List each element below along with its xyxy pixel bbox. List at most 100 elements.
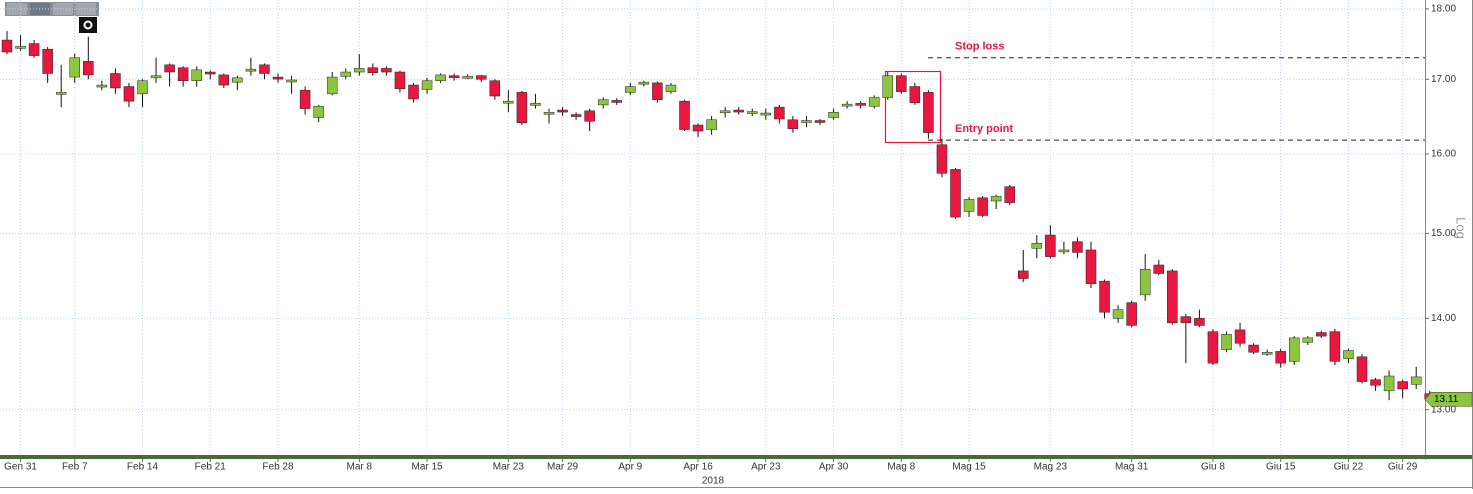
candle-body [652,82,663,100]
tool-move[interactable] [7,3,27,15]
candle-body [828,112,839,118]
candle-body [55,92,67,95]
candle-body [706,119,717,130]
candle-body [719,110,731,114]
candle-body [299,89,311,109]
candle-body [936,144,948,174]
candle-body [326,76,338,95]
x-tick-label: Giu 29 [1388,462,1418,473]
candle-body [1370,379,1381,386]
x-tick-label: Mag 23 [1034,462,1068,473]
candle-body [841,103,853,107]
x-tick-label: Feb 28 [262,462,294,473]
candle-body [83,61,94,76]
candle-body [570,114,582,117]
candle-body [1126,302,1137,326]
candle-body [1112,309,1124,319]
candle-body [597,99,609,106]
x-tick-label: Giu 22 [1334,462,1364,473]
candle-body [272,76,284,80]
candle-body [814,120,826,123]
candle-body [421,80,433,90]
x-tick-label: Mar 8 [347,462,373,473]
x-tick-label: Apr 30 [819,462,849,473]
candle-body [977,197,988,216]
x-tick-label: Gen 31 [4,462,37,473]
candle-body [516,92,528,124]
x-sublabel: 2018 [702,476,725,487]
y-tick-label: 18.00 [1431,4,1456,15]
candle-body [530,103,541,106]
x-tick-label: Mar 29 [547,462,579,473]
candle-body [638,81,650,85]
candle-body [1099,280,1110,313]
x-tick-label: Feb 21 [195,462,227,473]
y-tick-label: 15.00 [1431,228,1456,239]
candle-body [1018,270,1029,279]
y-tick-label: 16.00 [1431,149,1456,160]
candle-body [1329,331,1341,362]
x-tick-label: Apr 9 [618,462,642,473]
candle-body [557,109,568,113]
candle-body [96,84,108,88]
candle-body [1058,249,1070,253]
candle-body [218,74,230,86]
candle-body [543,112,555,115]
candle-body [1343,350,1354,359]
x-tick-label: Giu 8 [1201,462,1225,473]
candle-body [1167,270,1178,324]
candle-body [1180,316,1192,324]
candle-body [394,71,406,89]
candle-body [1031,243,1043,249]
candle-body [679,100,690,130]
candle-body [1207,331,1219,364]
x-tick-label: Mag 31 [1115,462,1149,473]
x-tick-label: Mar 23 [493,462,525,473]
annotation-label: Stop loss [955,41,1005,53]
x-axis-band [0,455,1473,459]
last-price-tag [1424,392,1473,407]
x-tick-label: Mar 15 [411,462,443,473]
candle-body [1194,318,1205,326]
candle-body [1248,344,1259,353]
candle-body [855,103,866,106]
candle-body [950,169,961,218]
candle-body [489,80,501,97]
x-tick-label: Feb 14 [127,462,159,473]
x-tick-label: Feb 7 [62,462,88,473]
candle-body [787,119,799,130]
candle-body [177,67,189,81]
candle-body [896,75,907,92]
candle-body [1383,375,1395,392]
settings-button[interactable] [79,17,97,33]
candle-body [15,46,26,49]
candle-body [1275,351,1286,364]
y-tick-label: 14.00 [1431,313,1456,324]
candle-body [611,100,622,103]
candle-body [760,112,772,116]
candle-body [733,109,744,113]
candle-body [150,75,162,79]
candle-body [191,69,202,81]
candle-body [665,84,677,92]
candle-body [923,92,934,133]
tool-zoom[interactable] [76,3,96,15]
grid [0,0,1425,455]
candle-body [28,43,40,56]
candle-body [1289,337,1300,362]
candle-body [1302,337,1314,343]
candle-body [245,68,257,72]
candle-body [259,64,270,74]
candle-body [1045,234,1056,257]
candle-body [1234,329,1246,344]
candle-body [1004,186,1015,203]
candle-body [774,106,785,120]
candle-body [1397,381,1408,390]
candle-body [123,86,135,102]
candle-body [625,86,636,93]
candle-body [1072,241,1083,253]
candle-body [340,71,351,77]
candle-body [69,57,80,78]
